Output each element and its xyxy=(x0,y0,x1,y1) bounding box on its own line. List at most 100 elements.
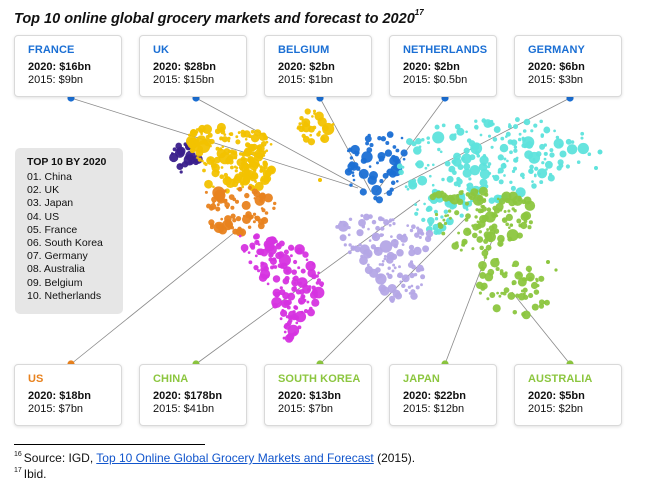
map-dot-china xyxy=(428,174,432,178)
map-dot-china xyxy=(432,163,435,167)
map-dot-south-korea xyxy=(508,191,518,201)
map-dot-netherlands xyxy=(377,152,386,160)
card-uk: UK 2020: $28bn 2015: $15bn xyxy=(139,35,247,97)
map-dot-africa xyxy=(369,268,379,278)
top10-item: 07. Germany xyxy=(27,250,88,263)
map-dot-uk xyxy=(242,163,250,170)
map-dot-uk xyxy=(220,166,224,169)
map-dot-australia xyxy=(499,269,504,273)
map-dot-china xyxy=(468,177,472,181)
map-dot-southamerica xyxy=(253,264,259,271)
map-dot-china xyxy=(514,159,517,163)
map-dot-china xyxy=(396,163,403,170)
map-dot-netherlands xyxy=(365,141,370,146)
map-dot-south-korea xyxy=(516,218,522,224)
map-dot-china xyxy=(533,123,538,128)
map-dot-africa xyxy=(370,244,377,250)
map-dot-southamerica xyxy=(254,254,258,258)
map-dot-south-korea xyxy=(464,217,469,222)
map-dot-south-korea xyxy=(460,190,464,193)
card-name: BELGIUM xyxy=(278,44,330,56)
map-dot-uk xyxy=(267,165,276,175)
map-dot-uk xyxy=(216,170,220,174)
map-dot-southamerica xyxy=(268,252,274,258)
map-dot-uk xyxy=(227,136,231,141)
map-dot-us xyxy=(237,228,247,237)
map-dot-southamerica xyxy=(274,239,278,244)
map-dot-australia xyxy=(543,301,547,304)
map-dot-africa xyxy=(407,285,412,289)
map-dot-uk xyxy=(228,132,232,136)
map-dot-belgium xyxy=(313,112,316,115)
map-dot-southamerica xyxy=(247,251,251,254)
map-dot-south-korea xyxy=(477,220,486,228)
map-dot-africa xyxy=(347,233,351,237)
map-dot-china xyxy=(553,129,556,133)
map-dot-us xyxy=(242,215,251,224)
map-dot-south-korea xyxy=(448,216,452,220)
map-dot-southamerica xyxy=(311,298,320,307)
map-dot-africa xyxy=(378,263,382,266)
map-dot-africa xyxy=(368,239,372,242)
map-dot-china xyxy=(413,146,422,155)
map-dot-netherlands xyxy=(368,165,372,168)
map-dot-china xyxy=(529,164,534,170)
map-dot-us xyxy=(264,211,269,215)
map-dot-us xyxy=(253,190,261,198)
map-dot-china xyxy=(487,162,492,166)
map-dot-africa xyxy=(387,283,397,294)
map-dot-southamerica xyxy=(292,286,297,291)
map-dot-southamerica xyxy=(249,242,256,249)
map-dot-china xyxy=(479,133,483,137)
map-dot-china xyxy=(543,126,551,134)
map-dot-africa xyxy=(386,272,390,276)
map-dot-china xyxy=(540,134,544,138)
map-dot-southamerica xyxy=(258,273,268,282)
map-dot-uk xyxy=(241,152,245,156)
map-dot-uk xyxy=(205,134,210,139)
map-dot-south-korea xyxy=(507,209,511,213)
source-link[interactable]: Top 10 Online Global Grocery Markets and… xyxy=(96,451,374,465)
map-dot-uk xyxy=(194,138,200,144)
map-dot-southamerica xyxy=(287,324,300,337)
map-dot-china xyxy=(448,168,452,172)
map-dot-africa xyxy=(375,273,387,285)
top10-item: 05. France xyxy=(27,223,78,236)
map-dot-belgium xyxy=(324,126,329,131)
map-dot-uk xyxy=(239,167,243,171)
map-dot-southamerica xyxy=(305,258,309,262)
map-dot-southamerica xyxy=(253,233,260,240)
card-name: JAPAN xyxy=(403,373,440,385)
map-dot-southamerica xyxy=(238,234,242,238)
map-dot-africa xyxy=(380,262,385,267)
map-dot-africa xyxy=(398,265,401,269)
map-dot-uk xyxy=(241,185,245,189)
map-dot-south-korea xyxy=(488,225,495,231)
map-dot-china xyxy=(474,126,479,130)
map-dot-china xyxy=(431,183,435,187)
map-dot-africa xyxy=(391,269,395,273)
map-dot-us xyxy=(224,215,232,223)
map-dot-africa xyxy=(378,273,383,279)
map-dot-belgium xyxy=(297,125,302,130)
map-dot-southamerica xyxy=(307,269,316,278)
map-dot-china xyxy=(549,152,555,158)
card-2020-value: 2020: $28bn xyxy=(153,61,216,73)
map-dot-china xyxy=(576,160,581,164)
map-dot-southamerica xyxy=(300,310,304,314)
map-dot-china xyxy=(577,142,589,155)
map-dot-australia xyxy=(528,293,534,299)
map-dot-australia xyxy=(511,282,515,286)
footnote-rule xyxy=(14,444,205,445)
map-dot-china xyxy=(488,197,496,204)
map-dot-china xyxy=(566,144,578,155)
map-dot-africa xyxy=(387,266,391,270)
map-dot-australia xyxy=(530,281,539,290)
map-dot-netherlands xyxy=(395,148,400,153)
map-dot-china xyxy=(452,157,462,167)
map-dot-china xyxy=(500,162,507,169)
map-dot-africa xyxy=(383,254,387,258)
map-dot-south-korea xyxy=(484,192,489,197)
map-dot-china xyxy=(509,150,513,155)
map-dot-southamerica xyxy=(257,269,261,273)
